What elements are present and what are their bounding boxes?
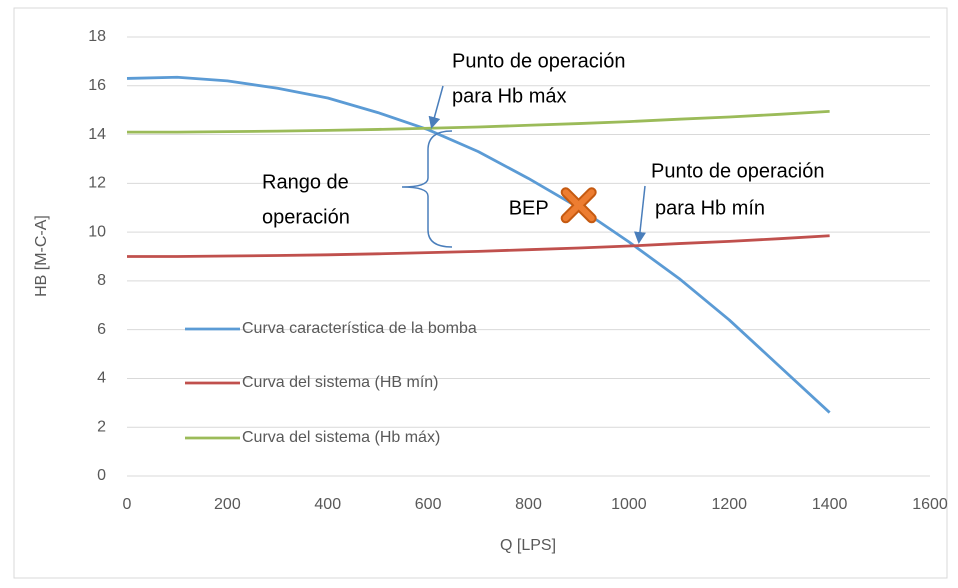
series-line	[127, 234, 830, 258]
annotation: para Hb máx	[452, 85, 567, 107]
y-tick-label: 18	[88, 28, 106, 45]
bep-label: BEP	[509, 198, 549, 220]
bep-marker-inner	[562, 189, 595, 222]
annotation: Punto de operación	[651, 160, 824, 182]
x-tick-label: 200	[214, 496, 241, 513]
x-tick-label: 600	[415, 496, 442, 513]
y-tick-label: 8	[97, 272, 106, 289]
annotation: para Hb mín	[655, 197, 765, 219]
arrow	[428, 85, 444, 129]
y-axis-label: HB [M-C-A]	[33, 215, 50, 297]
legend-label: Curva del sistema (HB mín)	[242, 374, 439, 391]
series-line	[126, 75, 831, 414]
legend-label: Curva del sistema (Hb máx)	[242, 429, 440, 446]
y-tick-label: 4	[97, 370, 106, 387]
series-line	[127, 109, 830, 134]
y-tick-label: 12	[88, 175, 106, 192]
annotation: operación	[262, 206, 350, 228]
y-tick-label: 14	[88, 126, 106, 143]
legend-label: Curva característica de la bomba	[242, 320, 477, 337]
brace	[401, 130, 453, 248]
y-tick-label: 16	[88, 77, 106, 94]
x-tick-label: 1600	[912, 496, 948, 513]
y-tick-label: 2	[97, 418, 106, 435]
x-tick-label: 1400	[812, 496, 848, 513]
x-tick-label: 0	[123, 496, 132, 513]
chart-frame	[13, 7, 948, 579]
y-tick-label: 10	[88, 223, 106, 240]
x-tick-label: 800	[515, 496, 542, 513]
x-tick-label: 400	[314, 496, 341, 513]
arrow	[634, 185, 646, 244]
y-tick-label: 6	[97, 321, 106, 338]
x-tick-label: 1000	[611, 496, 647, 513]
annotation: Punto de operación	[452, 50, 625, 72]
x-axis-label: Q [LPS]	[500, 537, 556, 554]
y-tick-label: 0	[97, 467, 106, 484]
x-tick-label: 1200	[711, 496, 747, 513]
annotation: Rango de	[262, 171, 349, 193]
